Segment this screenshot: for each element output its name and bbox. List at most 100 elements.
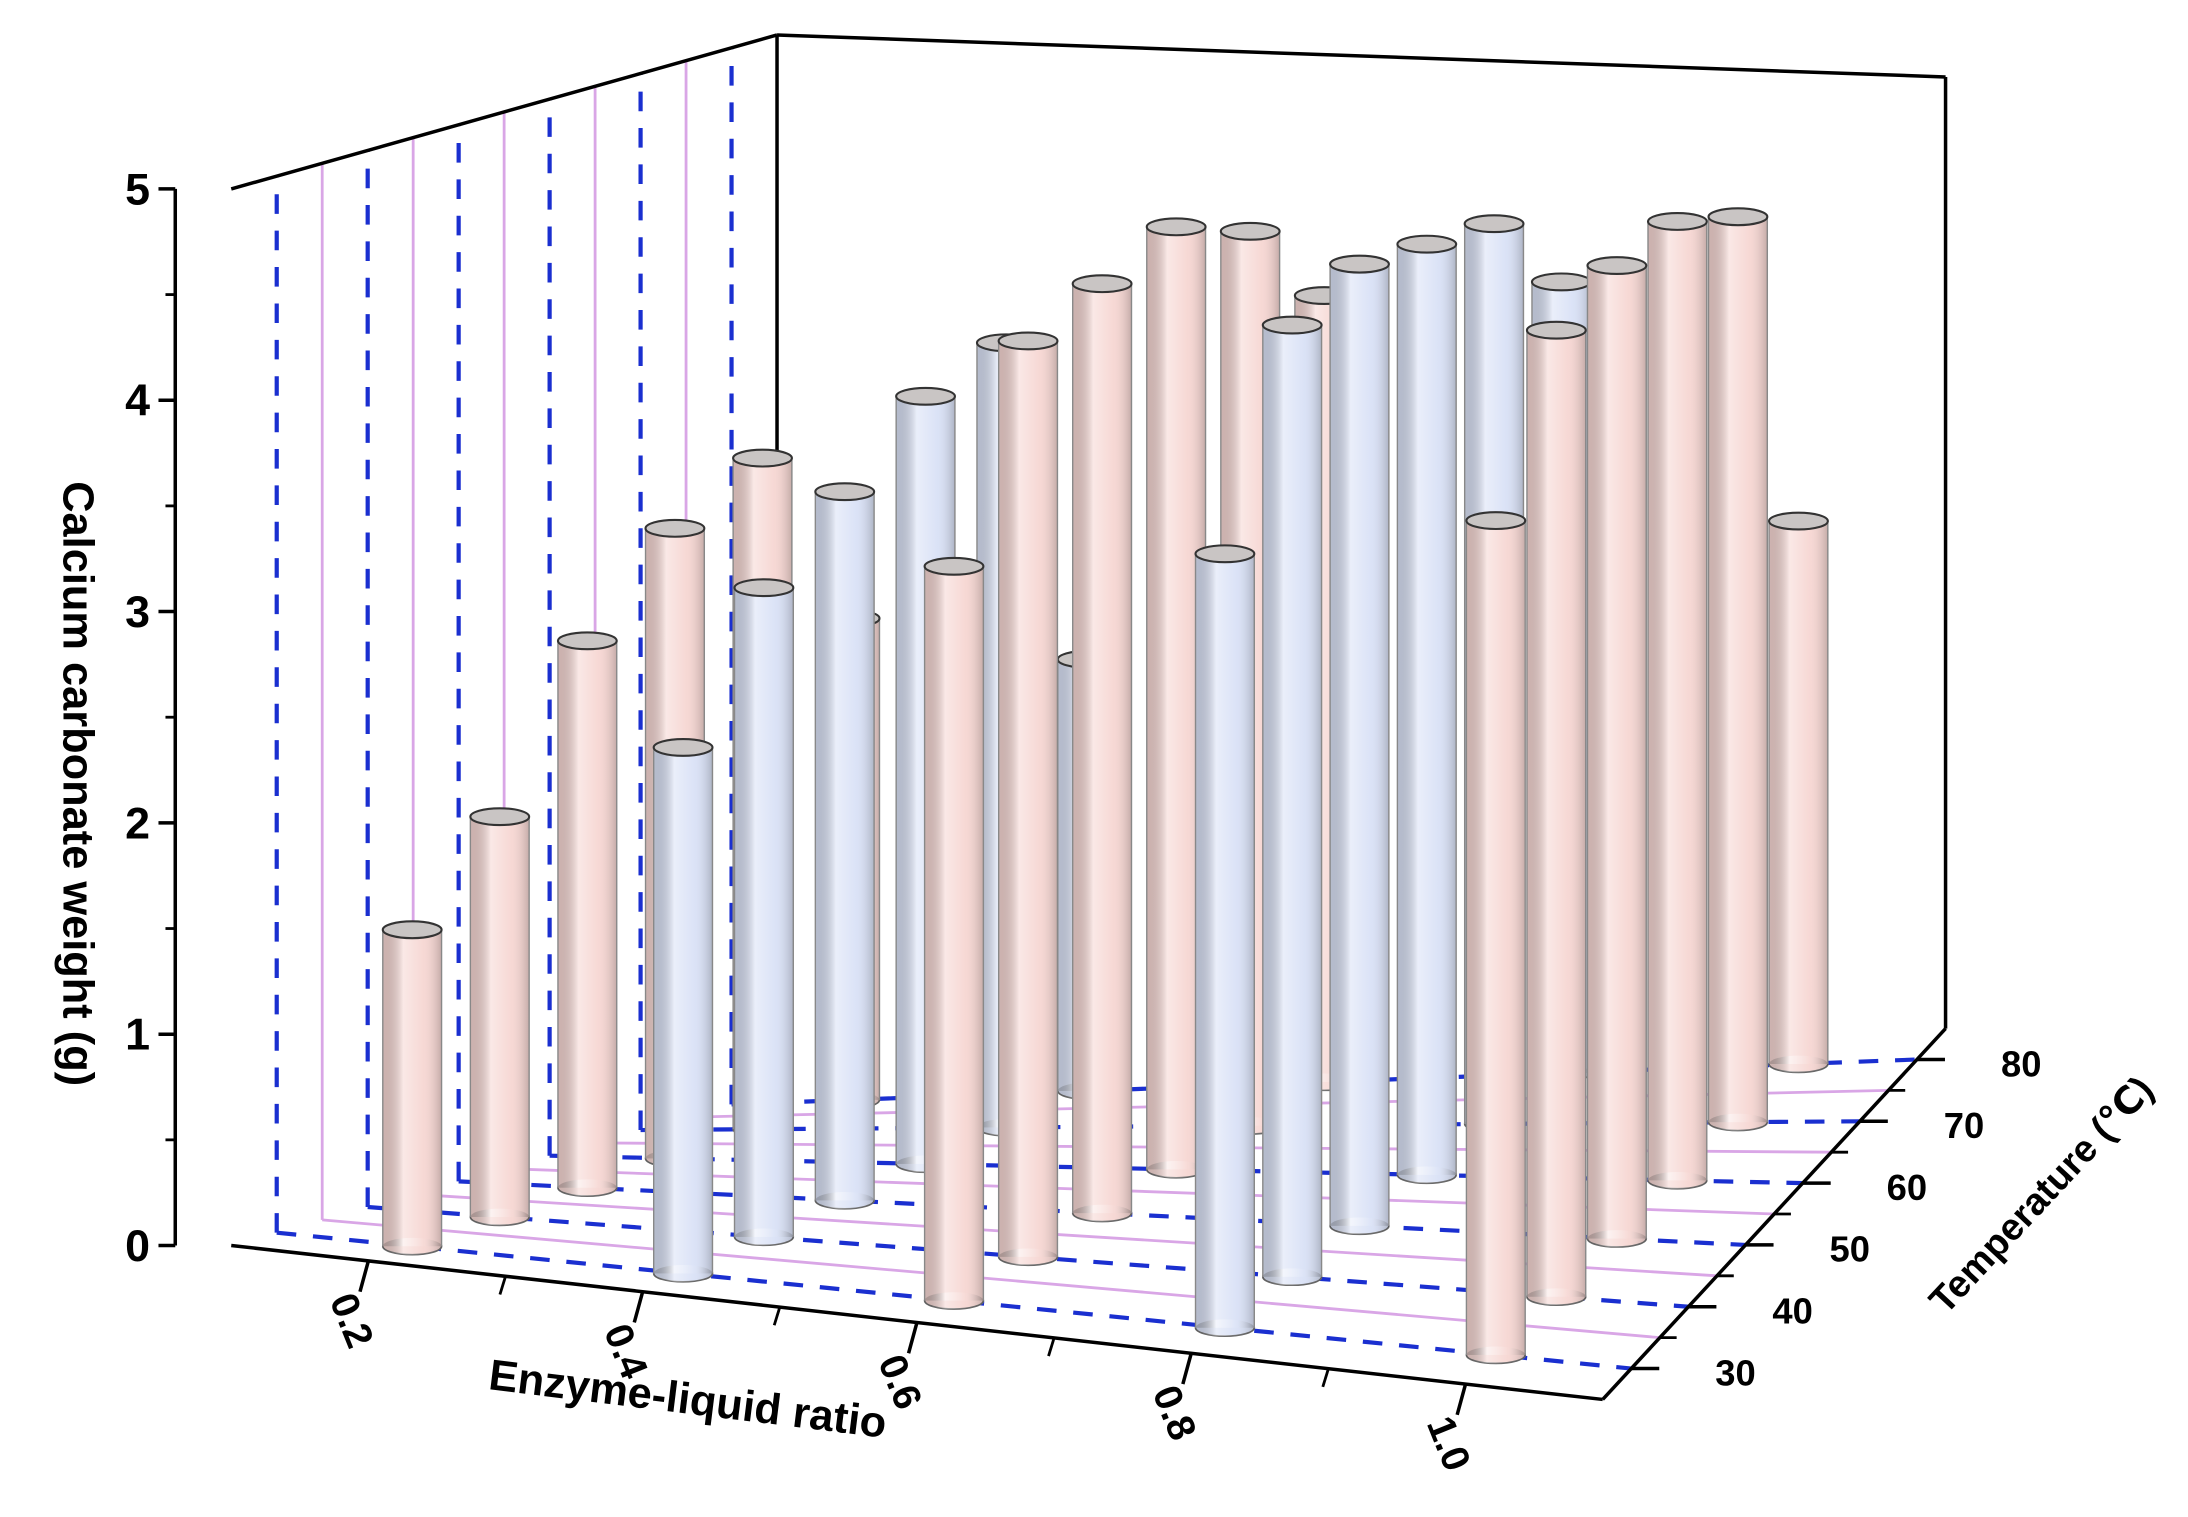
bar-shade (470, 816, 530, 1217)
bar-top (1261, 315, 1323, 335)
bar-cylinder (1586, 256, 1648, 1248)
bar-shade (1262, 1268, 1322, 1286)
bar-shade (557, 640, 617, 1188)
bar-shade (1587, 1230, 1647, 1247)
x-minor-tick (1321, 1368, 1330, 1388)
bar-shade (1708, 216, 1768, 1123)
bar-cylinder (1071, 274, 1133, 1223)
bar-cylinder (1465, 511, 1527, 1365)
bar-top (1465, 511, 1527, 531)
bar-shade (1466, 1346, 1526, 1364)
bar-cylinder (1261, 315, 1323, 1287)
bar-top (1530, 272, 1592, 292)
bar-cylinder (1768, 511, 1829, 1074)
bar-cylinder (814, 482, 876, 1210)
bar-shade (1330, 264, 1389, 1226)
bar-top (1586, 256, 1648, 276)
bar-cylinder (1194, 544, 1256, 1338)
bar-shade (998, 340, 1058, 1257)
bar-top (381, 920, 443, 940)
z-tick-label: 1 (125, 1010, 150, 1060)
x-axis-title: Enzyme-liquid ratio (486, 1351, 889, 1447)
bar-top (1646, 212, 1708, 231)
bar-top (923, 556, 985, 576)
bar-cylinder (733, 578, 795, 1247)
bar-cylinder (652, 737, 714, 1283)
bar-shade (1526, 330, 1586, 1297)
x-minor-tick (498, 1275, 507, 1295)
bar-shade (815, 1192, 875, 1209)
x-tick (632, 1291, 645, 1323)
x-tick-label: 1.0 (1418, 1411, 1478, 1478)
z-tick-label: 5 (125, 164, 150, 214)
z-tick-label: 2 (125, 798, 150, 848)
frame-line (230, 33, 778, 191)
bar-shade (382, 1237, 442, 1255)
x-tick-label: 0.2 (321, 1287, 381, 1354)
bar-shade (924, 1292, 984, 1310)
y-tick-label: 80 (2001, 1043, 2041, 1084)
bar-shade (1769, 521, 1828, 1064)
bar-cylinder (997, 331, 1059, 1267)
bar-shade (382, 929, 442, 1247)
bar-shade (815, 491, 875, 1201)
bar-shade (1262, 325, 1322, 1277)
bar-shade (1466, 520, 1526, 1355)
x-tick (1455, 1383, 1468, 1416)
bar-cylinder (923, 556, 985, 1310)
grid-line (276, 1230, 1632, 1371)
y-tick-label: 70 (1944, 1105, 1984, 1146)
bar-cylinder (1646, 212, 1708, 1190)
bar-top (732, 448, 793, 468)
bar-shade (1072, 1204, 1132, 1222)
bar-top (556, 631, 618, 651)
bar-shade (1708, 1113, 1768, 1131)
bar-shade (1330, 1217, 1389, 1235)
x-tick (906, 1322, 919, 1354)
minor-grid-line (322, 1218, 1660, 1340)
bar-shade (653, 747, 713, 1274)
bar-shade (734, 587, 794, 1237)
bar-shade (1397, 244, 1457, 1175)
bar-shade (734, 1228, 794, 1246)
bar-shade (653, 1265, 713, 1282)
bar-top (1145, 217, 1207, 237)
y-tick-label: 30 (1715, 1352, 1755, 1393)
bar-shade (924, 566, 984, 1301)
bar-cylinder (1396, 234, 1458, 1185)
bar-top (1194, 544, 1256, 564)
bar-shade (557, 1179, 617, 1197)
bar-cylinder (381, 920, 443, 1256)
bar-shade (1648, 1171, 1707, 1189)
bar-shade (1195, 553, 1255, 1328)
x-minor-tick (1047, 1337, 1056, 1357)
x-minor-tick (772, 1306, 782, 1326)
bar-shade (998, 1248, 1058, 1266)
z-tick-label: 3 (125, 587, 150, 637)
bar-top (1219, 221, 1281, 241)
y-tick-label: 60 (1887, 1167, 1927, 1208)
bar-shade (1648, 221, 1707, 1181)
bar-top (1768, 511, 1829, 531)
bar-top (652, 737, 714, 757)
bar-top (1707, 207, 1769, 227)
y-tick-label: 40 (1772, 1291, 1812, 1332)
bar-cylinder (1525, 320, 1587, 1306)
bar-shade (1195, 1319, 1255, 1337)
bar-cylinder (556, 631, 618, 1197)
bar-shade (470, 1208, 530, 1226)
z-tick-label: 0 (125, 1221, 150, 1271)
z-axis-title: Calcium carbonate weight (g) (53, 481, 101, 1086)
bar-cylinder (469, 807, 531, 1227)
bar-top (733, 578, 795, 598)
frame-line (776, 33, 1946, 79)
bar-top (1525, 320, 1587, 340)
bar-cylinder (1707, 207, 1769, 1132)
bar-shade (1397, 1166, 1457, 1184)
y-tick-label: 50 (1830, 1229, 1870, 1270)
bar-cylinder (1329, 254, 1390, 1236)
bar-top (644, 518, 706, 538)
bar-top (997, 331, 1059, 351)
bar-top (1396, 234, 1458, 254)
